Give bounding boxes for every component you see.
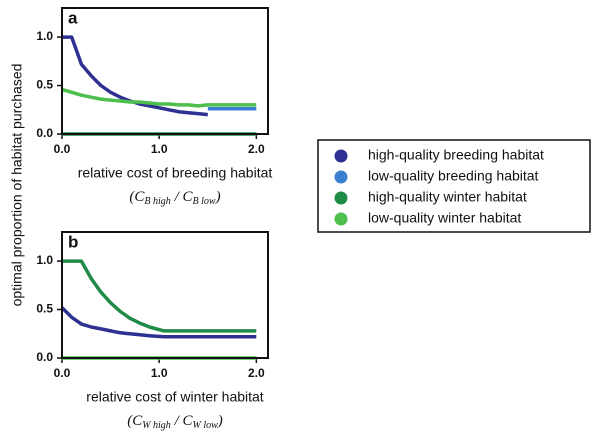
y-tick-label: 1.0 bbox=[36, 29, 53, 43]
legend-marker bbox=[334, 170, 348, 184]
panel-label: b bbox=[68, 232, 78, 251]
x-tick-label: 2.0 bbox=[248, 142, 265, 156]
formula-part: W high bbox=[142, 420, 171, 431]
y-axis-label: optimal proportion of habitat purchased bbox=[9, 64, 25, 307]
x-tick-label: 0.0 bbox=[54, 142, 71, 156]
formula-part: B high bbox=[144, 196, 170, 207]
x-tick-label: 2.0 bbox=[248, 366, 265, 380]
panel-label: a bbox=[68, 8, 78, 27]
plot-frame bbox=[61, 7, 269, 135]
legend-box bbox=[317, 139, 591, 233]
formula-part: / C bbox=[171, 189, 194, 205]
series-line bbox=[61, 87, 257, 108]
legend-label: low-quality breeding habitat bbox=[368, 168, 539, 184]
legend-label: high-quality breeding habitat bbox=[368, 147, 544, 163]
series-line bbox=[62, 259, 257, 333]
formula-part: ) bbox=[215, 189, 221, 205]
x-tick-label: 1.0 bbox=[151, 366, 168, 380]
y-tick-label: 0.5 bbox=[36, 78, 53, 92]
legend-marker bbox=[334, 149, 348, 163]
plot-frame bbox=[61, 231, 269, 359]
formula-part: ) bbox=[217, 413, 223, 429]
legend-marker bbox=[334, 212, 348, 226]
legend-label: low-quality winter habitat bbox=[368, 210, 521, 226]
y-tick-label: 0.0 bbox=[36, 350, 53, 364]
x-axis-label: relative cost of winter habitat bbox=[86, 389, 264, 405]
formula-part: W low bbox=[193, 420, 219, 431]
formula-part: (C bbox=[129, 189, 145, 205]
y-tick-label: 0.5 bbox=[36, 302, 53, 316]
formula-part: / C bbox=[171, 413, 194, 429]
x-axis-formula: (CW high / CW low) bbox=[127, 413, 223, 431]
y-tick-label: 1.0 bbox=[36, 253, 53, 267]
x-axis-label: relative cost of breeding habitat bbox=[78, 165, 273, 181]
x-tick-label: 1.0 bbox=[151, 142, 168, 156]
x-axis-formula: (CB high / CB low) bbox=[129, 189, 220, 207]
series-line bbox=[60, 306, 257, 339]
formula-part: B low bbox=[193, 196, 216, 207]
x-tick-label: 0.0 bbox=[54, 366, 71, 380]
legend-label: high-quality winter habitat bbox=[368, 189, 527, 205]
y-tick-label: 0.0 bbox=[36, 126, 53, 140]
legend-marker bbox=[334, 191, 348, 205]
formula-part: (C bbox=[127, 413, 143, 429]
